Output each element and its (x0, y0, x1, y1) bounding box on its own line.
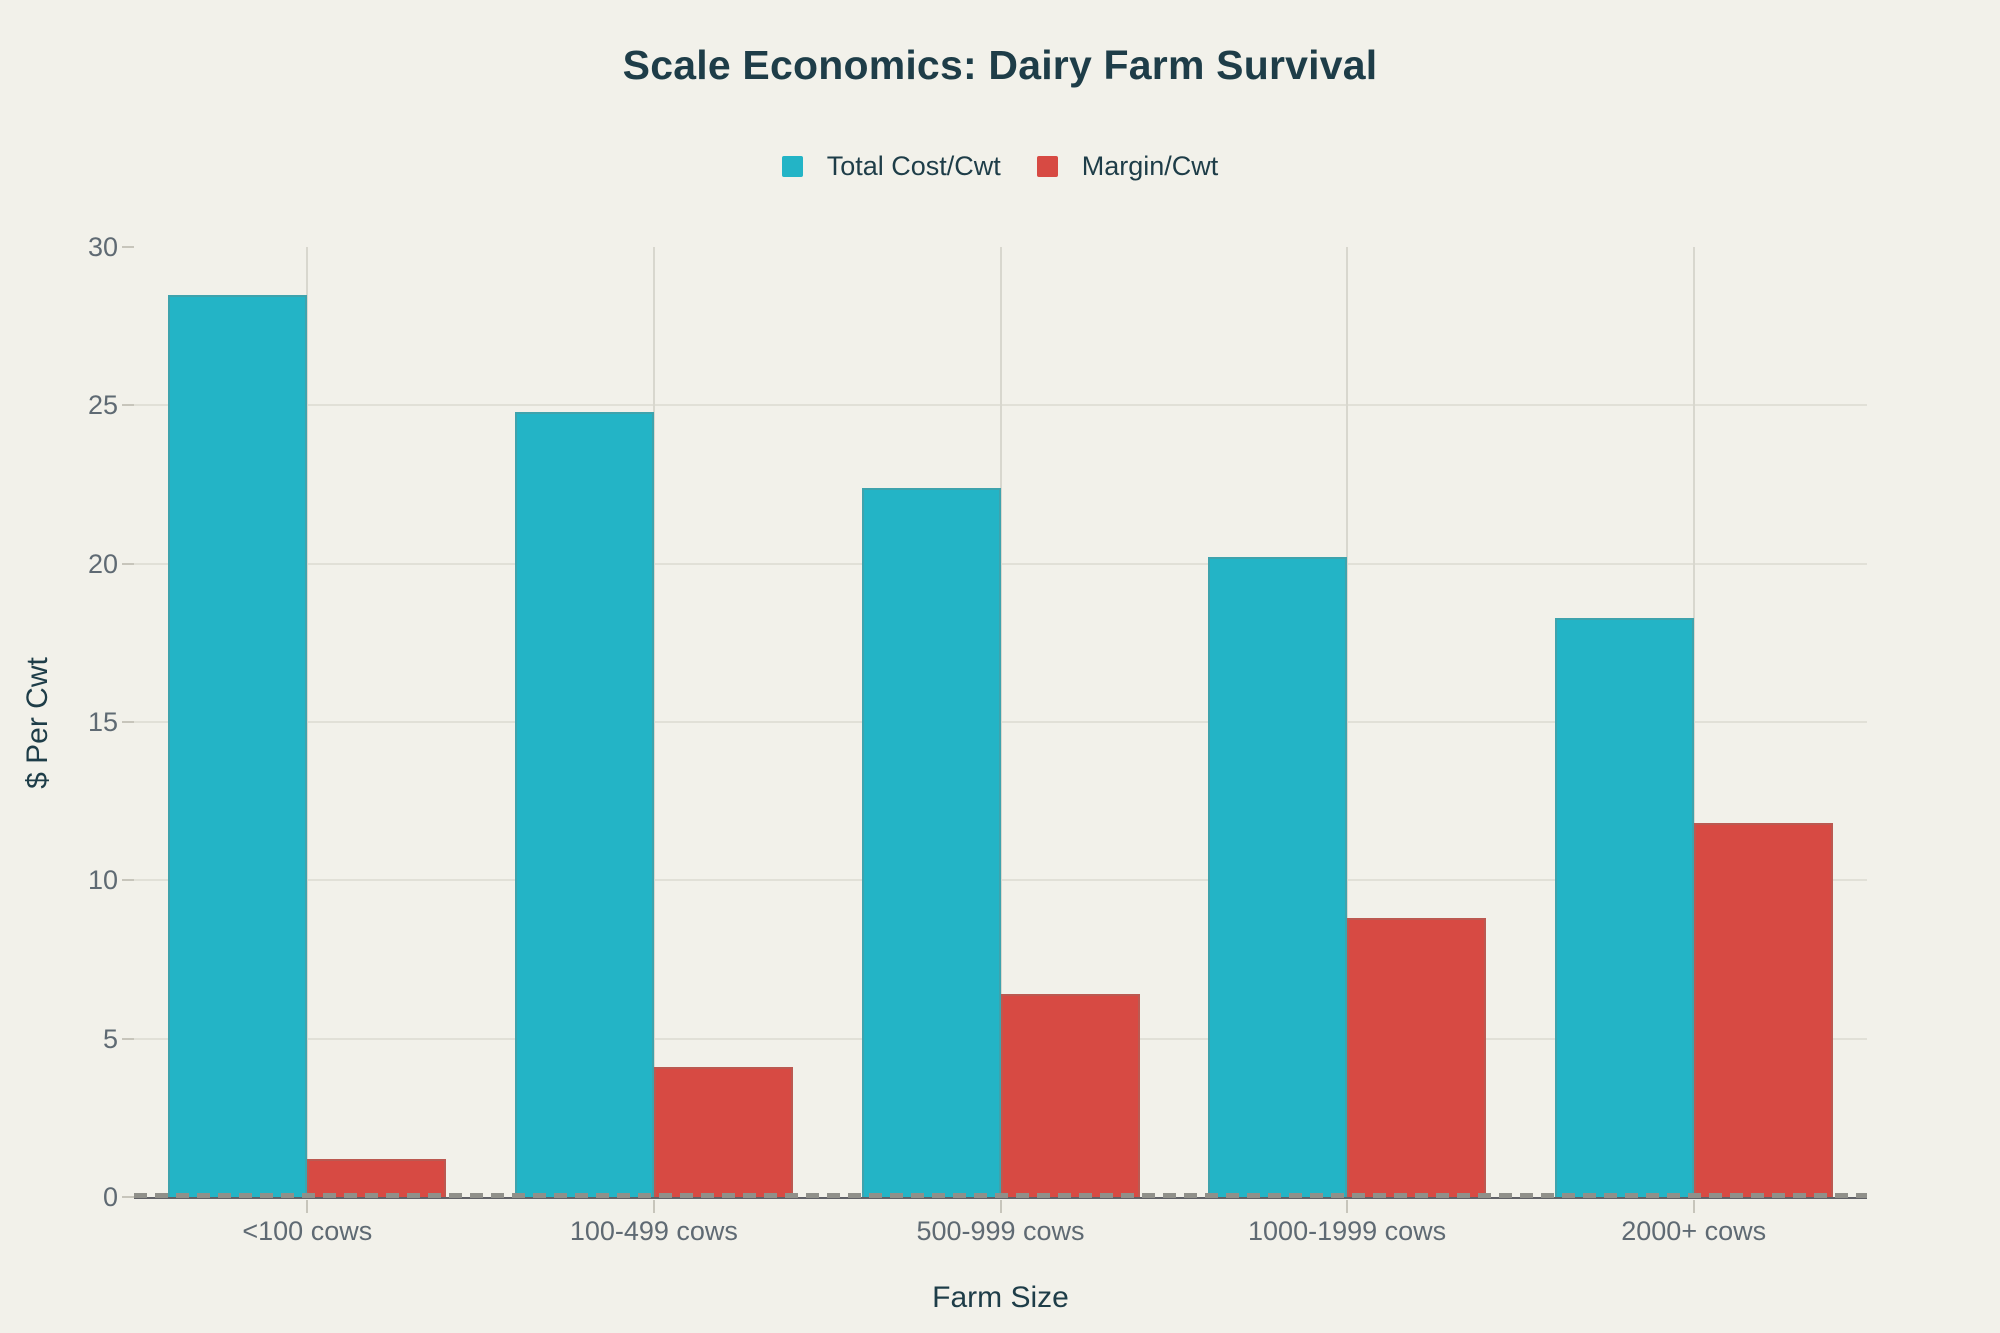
bar-total-cost-cwt-500-999-cows (861, 487, 1001, 1197)
y-tick-label-15: 15 (87, 707, 118, 737)
bar-total-cost-cwt-100-cows (168, 294, 308, 1197)
y-tick-mark-30 (122, 246, 134, 248)
y-tick-mark-25 (122, 404, 134, 407)
v-gridline-100-499-cows (652, 247, 655, 1197)
x-tick-label-500-999-cows: 500-999 cows (916, 1216, 1085, 1246)
v-gridline-1000-1999-cows (1346, 247, 1349, 1197)
legend-swatch-total-cost (781, 156, 803, 177)
y-tick-label-30: 30 (87, 232, 118, 262)
y-tick-label-20: 20 (87, 548, 118, 579)
bar-margin-cwt-500-999-cows (1000, 994, 1140, 1197)
y-tick-mark-5 (122, 1037, 134, 1040)
x-axis-title: Farm Size (932, 1281, 1069, 1314)
legend-item-margin: Margin/Cwt (1036, 151, 1219, 182)
bar-margin-cwt-100-499-cows (653, 1067, 793, 1197)
x-tick-label-1000-1999-cows: 1000-1999 cows (1248, 1216, 1447, 1246)
x-axis-line (134, 1197, 1867, 1199)
y-tick-label-10: 10 (87, 865, 118, 896)
legend-item-total-cost: Total Cost/Cwt (781, 151, 1001, 182)
y-tick-mark-15 (122, 721, 134, 723)
x-tick-label-2000-cows: 2000+ cows (1621, 1216, 1767, 1246)
v-gridline-100-cows (306, 247, 309, 1197)
x-tick-label-100-499-cows: 100-499 cows (569, 1216, 738, 1246)
legend-swatch-margin (1036, 156, 1058, 177)
legend-label-total-cost: Total Cost/Cwt (826, 151, 1001, 181)
bar-margin-cwt-1000-1999-cows (1347, 918, 1487, 1197)
bar-margin-cwt-2000-cows (1693, 823, 1833, 1197)
y-tick-label-0: 0 (102, 1182, 118, 1212)
x-axis-dashed-line (134, 1193, 1867, 1198)
y-tick-mark-0 (122, 1196, 134, 1198)
bar-total-cost-cwt-100-499-cows (514, 411, 654, 1197)
bar-total-cost-cwt-1000-1999-cows (1208, 557, 1348, 1197)
x-tick-mark-2000-cows (1692, 1200, 1695, 1213)
y-tick-label-25: 25 (87, 390, 118, 421)
plot-area (134, 247, 1867, 1199)
y-tick-mark-10 (122, 879, 134, 882)
x-tick-mark-100-cows (306, 1200, 309, 1213)
v-gridline-500-999-cows (999, 247, 1002, 1197)
x-tick-mark-1000-1999-cows (1346, 1200, 1349, 1213)
legend-label-margin: Margin/Cwt (1081, 151, 1219, 181)
v-gridline-2000-cows (1692, 247, 1695, 1197)
y-tick-label-5: 5 (102, 1023, 118, 1054)
x-tick-mark-500-999-cows (999, 1200, 1002, 1213)
x-tick-mark-100-499-cows (652, 1200, 655, 1213)
chart-title: Scale Economics: Dairy Farm Survival (622, 42, 1378, 88)
legend: Total Cost/Cwt Margin/Cwt (0, 151, 2000, 182)
bar-total-cost-cwt-2000-cows (1554, 617, 1694, 1197)
x-tick-label-100-cows: <100 cows (242, 1216, 373, 1246)
bar-margin-cwt-100-cows (307, 1159, 447, 1197)
y-tick-mark-20 (122, 562, 134, 565)
